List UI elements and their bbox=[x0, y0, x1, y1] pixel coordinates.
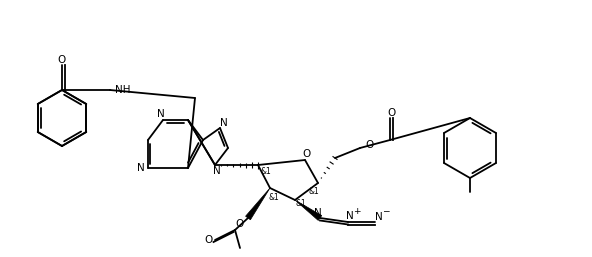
Text: &1: &1 bbox=[295, 199, 307, 208]
Text: N: N bbox=[213, 166, 221, 176]
Text: &1: &1 bbox=[260, 167, 271, 176]
Text: O: O bbox=[236, 219, 244, 229]
Text: NH: NH bbox=[115, 85, 130, 95]
Text: N: N bbox=[137, 163, 145, 173]
Text: N: N bbox=[346, 211, 354, 221]
Text: N: N bbox=[157, 109, 165, 119]
Text: O: O bbox=[303, 149, 311, 159]
Text: &1: &1 bbox=[269, 192, 279, 201]
Polygon shape bbox=[246, 188, 270, 220]
Text: O: O bbox=[58, 55, 66, 65]
Text: N: N bbox=[314, 208, 322, 218]
Text: O: O bbox=[388, 108, 396, 118]
Text: N: N bbox=[375, 212, 383, 222]
Text: −: − bbox=[382, 207, 390, 216]
Text: O: O bbox=[205, 235, 213, 245]
Text: &1: &1 bbox=[308, 188, 319, 197]
Polygon shape bbox=[295, 200, 322, 221]
Text: O: O bbox=[365, 140, 373, 150]
Text: +: + bbox=[353, 207, 361, 216]
Text: N: N bbox=[220, 118, 228, 128]
